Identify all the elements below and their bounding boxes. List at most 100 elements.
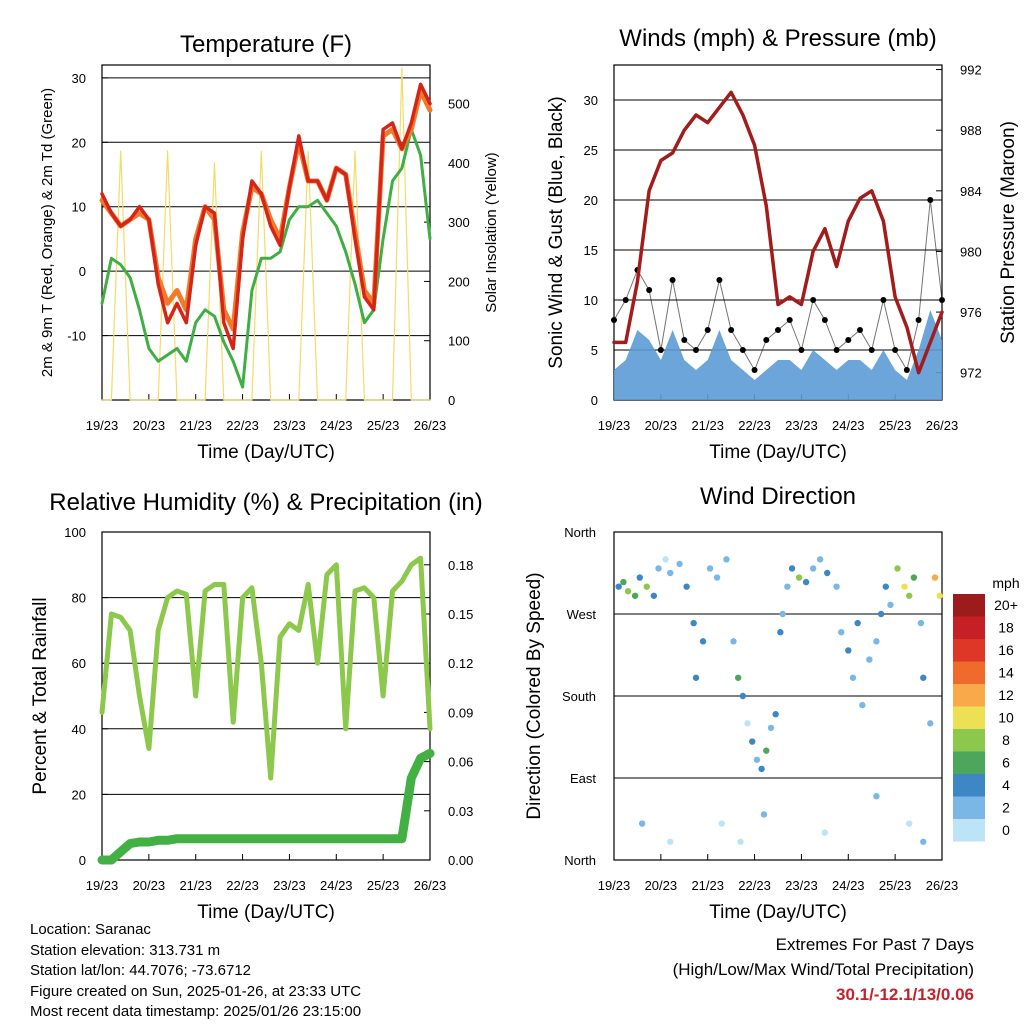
- y-tick-label: 20: [72, 787, 86, 802]
- direction-point: [859, 701, 866, 709]
- direction-point: [760, 811, 768, 818]
- colorbar-label: 10: [998, 710, 1014, 726]
- y-tick-label: 0: [591, 393, 598, 408]
- direction-point: [906, 592, 913, 599]
- direction-point: [744, 720, 751, 727]
- extremes-value: 30.1/-12.1/13/0.06: [835, 985, 974, 1004]
- colorbar-label: 16: [998, 642, 1014, 658]
- panel-title: Temperature (F): [180, 31, 352, 58]
- direction-point: [758, 765, 765, 773]
- y-tick-label-right: 0.09: [448, 705, 473, 720]
- rh-line: [99, 555, 433, 781]
- direction-point: [706, 565, 714, 572]
- x-tick-label: 20/23: [133, 418, 166, 433]
- x-tick-label: 20/23: [133, 878, 166, 893]
- precip-line: [97, 748, 435, 865]
- wind-direction-panel: Wind Direction 19/23 20/23 21/23 22/23 23/23 2…: [524, 483, 958, 923]
- direction-point: [849, 674, 857, 681]
- pressure-line: [612, 90, 944, 375]
- direction-point: [772, 711, 779, 718]
- direction-point: [936, 592, 943, 599]
- colorbar-label: 6: [1002, 755, 1010, 771]
- y-tick-label-right: 0: [448, 393, 455, 408]
- y-tick-label: 80: [72, 591, 86, 606]
- x-tick-label: 23/23: [785, 878, 818, 893]
- x-axis-label: Time (Day/UTC): [709, 442, 847, 463]
- direction-point: [767, 724, 775, 732]
- direction-point: [784, 583, 791, 590]
- latest-text: Most recent data timestamp: 2025/01/26 2…: [30, 1003, 362, 1020]
- direction-point: [910, 574, 918, 581]
- x-tick-label: 25/23: [879, 878, 912, 893]
- direction-point: [920, 674, 927, 681]
- colorbar-swatch: [953, 594, 985, 617]
- x-tick-label: 19/23: [86, 418, 119, 433]
- direction-point: [845, 647, 852, 654]
- y-tick-label-right: 100: [448, 334, 470, 349]
- colorbar-swatch: [953, 751, 985, 774]
- y-tick-label-right: 0.15: [448, 607, 473, 622]
- x-tick-label: 25/23: [367, 878, 400, 893]
- direction-point: [809, 565, 817, 572]
- x-tick-label: 24/23: [320, 418, 353, 433]
- y-tick-label: 5: [591, 343, 598, 358]
- y-tick-label-right: 0.03: [448, 804, 473, 819]
- y-tick-label-right: 972: [960, 366, 982, 381]
- y-tick-label-right: 976: [960, 305, 982, 320]
- extremes-title: Extremes For Past 7 Days: [775, 935, 974, 954]
- y-tick-label: 60: [72, 656, 86, 671]
- direction-point: [920, 838, 927, 845]
- direction-point: [833, 583, 840, 590]
- x-tick-label: 24/23: [832, 418, 865, 433]
- direction-point: [683, 583, 690, 590]
- x-tick-label: 26/23: [414, 418, 447, 433]
- direction-point: [788, 565, 796, 572]
- y-axis-label: Direction (Colored By Speed): [524, 572, 545, 819]
- y-tick-label-right: 980: [960, 244, 982, 259]
- y-tick-label: 40: [72, 722, 86, 737]
- direction-point: [887, 601, 894, 609]
- direction-point: [816, 556, 824, 563]
- direction-point: [931, 574, 939, 581]
- colorbar-label: 2: [1002, 800, 1010, 816]
- x-tick-label: 20/23: [645, 418, 678, 433]
- temperature-panel: Temperature (F) 19/23 20/23 21/23 22/23 23/23…: [39, 31, 500, 463]
- colorbar-swatch: [953, 774, 985, 797]
- direction-point: [866, 656, 873, 663]
- colorbar-swatch: [953, 819, 985, 842]
- colorbar-title: mph: [992, 575, 1019, 591]
- x-tick-label: 22/23: [226, 878, 259, 893]
- direction-point: [667, 569, 674, 577]
- colorbar-swatch: [953, 684, 985, 707]
- direction-point: [894, 565, 901, 572]
- direction-point: [692, 674, 700, 681]
- colorbar-swatch: [953, 796, 985, 819]
- direction-point: [824, 569, 831, 577]
- y-tick-label: 15: [584, 243, 598, 258]
- direction-point: [650, 592, 658, 599]
- panel-title: Wind Direction: [700, 483, 856, 510]
- direction-point: [873, 638, 880, 645]
- y-tick-label: 30: [584, 93, 598, 108]
- direction-point: [821, 829, 829, 836]
- direction-point: [667, 838, 674, 845]
- x-tick-label: 23/23: [785, 418, 818, 433]
- t2m-line: [100, 82, 432, 351]
- y-axis-label-right: Solar Insolation (Yellow): [483, 152, 500, 312]
- direction-point: [749, 738, 756, 745]
- y-tick-label: 20: [584, 193, 598, 208]
- y-tick-label: North: [564, 525, 596, 540]
- x-tick-label: 26/23: [926, 878, 959, 893]
- x-tick-label: 21/23: [691, 878, 724, 893]
- winds-panel: Winds (mph) & Pressure (mb) 19/23 20/23 21/…: [546, 25, 1019, 463]
- gust-line: [613, 199, 943, 371]
- y-tick-label-right: 984: [960, 184, 982, 199]
- y-tick-label-right: 500: [448, 97, 470, 112]
- location-text: Location: Saranac: [30, 921, 151, 938]
- x-tick-label: 26/23: [414, 878, 447, 893]
- direction-point: [713, 574, 721, 581]
- direction-point: [730, 638, 737, 645]
- x-tick-label: 23/23: [273, 418, 306, 433]
- direction-point: [624, 588, 632, 595]
- y-tick-label: 25: [584, 143, 598, 158]
